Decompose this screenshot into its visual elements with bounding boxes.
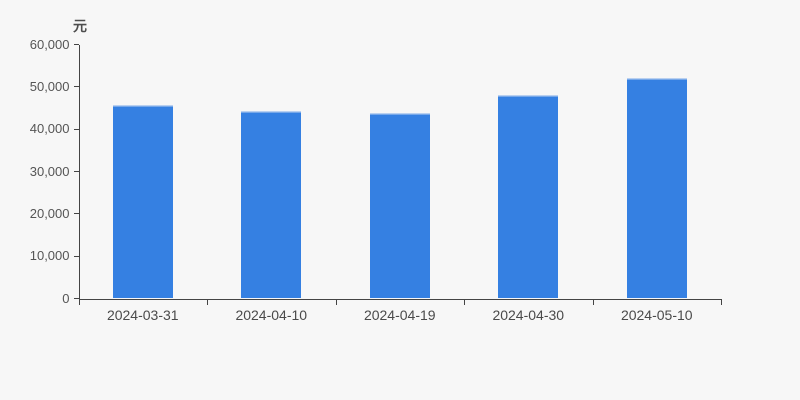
bar[interactable]	[241, 111, 302, 299]
y-axis-tick-label: 20,000	[29, 205, 70, 221]
y-axis-tick-label: 40,000	[29, 121, 70, 137]
y-axis-tick-label: 60,000	[29, 36, 70, 52]
x-axis-tick	[721, 299, 722, 305]
y-axis-tick	[73, 128, 79, 130]
bar[interactable]	[626, 77, 687, 299]
y-axis-tick	[73, 213, 79, 215]
y-axis-tick-label: 30,000	[29, 163, 70, 179]
y-axis-tick	[73, 298, 79, 299]
x-axis-label: 2024-04-10	[235, 306, 308, 323]
x-axis-tick	[335, 299, 337, 305]
y-axis-unit-label: 元	[73, 18, 87, 34]
y-axis-tick-label: 50,000	[29, 78, 70, 94]
x-axis-tick	[464, 299, 465, 305]
x-axis-line	[78, 298, 722, 300]
bar[interactable]	[498, 94, 559, 299]
y-axis-tick	[73, 86, 79, 88]
y-axis-tick	[73, 171, 79, 172]
y-axis-tick	[73, 44, 79, 45]
x-axis-label: 2024-04-19	[363, 306, 436, 323]
y-axis-tick	[73, 255, 79, 257]
y-axis-tick-label: 10,000	[29, 248, 70, 264]
x-axis-tick	[78, 299, 80, 305]
bar[interactable]	[369, 112, 430, 299]
x-axis-tick	[592, 299, 594, 305]
x-axis-label: 2024-05-10	[620, 306, 693, 323]
x-axis-label: 2024-04-30	[492, 306, 565, 323]
x-axis-tick	[207, 299, 208, 305]
x-axis-label: 2024-03-31	[106, 306, 179, 323]
y-axis-line	[78, 44, 80, 299]
y-axis-tick-label: 0	[62, 290, 70, 306]
bar[interactable]	[112, 105, 173, 299]
